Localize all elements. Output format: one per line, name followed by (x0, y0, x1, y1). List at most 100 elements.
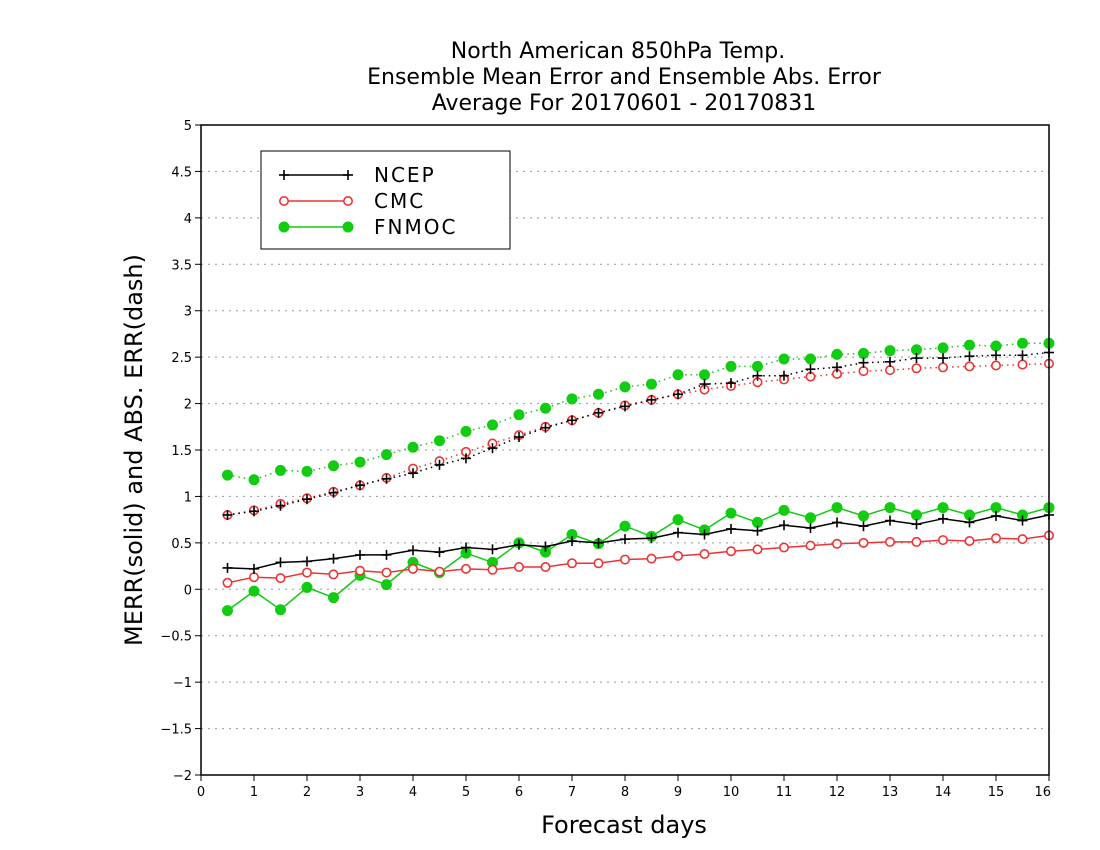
y-tick-label: −1 (173, 676, 192, 691)
series-cmc-mean-error-point (407, 563, 418, 574)
series-cmc-mean-error-point (725, 546, 736, 557)
series-ncep-abs-error-point (1017, 350, 1028, 361)
x-tick-label: 12 (829, 785, 846, 800)
series-cmc-mean-error-point (619, 554, 630, 565)
series-cmc-mean-error-point (301, 567, 312, 578)
series-ncep-mean-error-point (805, 523, 816, 533)
series-layer (222, 337, 1055, 617)
series-fnmoc-abs-error-point (275, 464, 286, 476)
series-ncep-mean-error-point (620, 534, 630, 545)
series-fnmoc-abs-error-point (407, 441, 419, 453)
series-fnmoc-mean-error-point (805, 512, 816, 524)
x-tick-label: 15 (988, 785, 1005, 800)
series-ncep-mean-error-point (249, 563, 259, 574)
series-fnmoc-abs-error-point (248, 474, 260, 486)
series-cmc-mean-error-point (805, 540, 816, 551)
series-ncep-mean-error-point (514, 539, 524, 550)
y-tick-label: 0.5 (171, 537, 192, 552)
series-ncep-mean-error-point (461, 542, 471, 553)
series-ncep-abs-error-point (302, 494, 312, 505)
series-ncep-mean-error-point (726, 523, 736, 534)
y-tick-label: −1.5 (160, 723, 192, 738)
series-ncep-mean-error-point (938, 513, 948, 524)
series-ncep-abs-error-line (227, 351, 1050, 516)
series-ncep-mean-error-point (302, 556, 312, 567)
plot-frame (200, 124, 1050, 776)
series-fnmoc-mean-error-point (725, 507, 737, 519)
series-ncep-mean-error-point (911, 519, 922, 530)
series-fnmoc-mean-error-point (275, 604, 286, 616)
series-ncep-mean-error-point (752, 525, 763, 536)
series-fnmoc-mean-error-point (831, 502, 843, 514)
series-ncep-abs-error-point (991, 350, 1001, 361)
series-fnmoc-abs-error-point (540, 402, 551, 414)
series-cmc-mean-error-point (460, 563, 471, 574)
x-axis-label: Forecast days (541, 811, 707, 839)
series-ncep-abs-error-point (673, 389, 683, 400)
y-tick-label: 3.5 (171, 258, 192, 273)
series-fnmoc-abs-error-line (227, 342, 1049, 481)
series-ncep-mean-error-point (487, 544, 498, 555)
series-ncep-mean-error-point (567, 536, 577, 546)
series-cmc-mean-error-point (434, 566, 445, 577)
series-ncep-abs-error-point (779, 370, 789, 381)
x-tick-label: 11 (776, 785, 793, 800)
series-fnmoc-abs-error-point (434, 435, 445, 447)
series-ncep-mean-error-point (408, 545, 418, 556)
series-fnmoc-abs-error-point (672, 369, 684, 381)
series-cmc-mean-error-point (937, 535, 948, 546)
y-axis-ticks: −2 −1.5 −1 −0.5 0 0.5 1 1.5 2 2.5 3 3.5 4 4.5 5 (160, 119, 201, 784)
series-cmc-mean-error-point (964, 535, 975, 546)
grid (201, 170, 1049, 730)
series-cmc-mean-error-point (381, 567, 392, 578)
x-tick-label: 6 (515, 785, 523, 800)
series-cmc-mean-error-point (222, 577, 233, 588)
series-fnmoc-mean-error-point (778, 504, 790, 516)
x-tick-label: 4 (409, 785, 417, 800)
series-cmc-mean-error-point (699, 548, 710, 559)
series-ncep-abs-error-point (964, 351, 975, 362)
series-cmc-abs-error-point (990, 360, 1001, 371)
series-fnmoc-abs-error-point (778, 353, 790, 365)
series-ncep-mean-error-point (434, 547, 445, 558)
series-cmc (222, 358, 1055, 588)
series-cmc-mean-error-point (354, 565, 365, 576)
series-fnmoc-abs-error-point (593, 388, 604, 400)
series-ncep-mean-error-point (355, 549, 365, 560)
y-tick-label: 4.5 (171, 165, 192, 180)
series-cmc-mean-error-line (227, 534, 1050, 584)
series-ncep-mean-error-point (779, 520, 789, 531)
series-fnmoc-abs-error-point (1017, 337, 1028, 349)
series-ncep-abs-error-point (222, 510, 233, 520)
legend-marker (342, 221, 354, 233)
x-tick-label: 2 (303, 785, 311, 800)
series-ncep-mean-error-point (593, 537, 604, 548)
series-fnmoc-abs-error-point (381, 449, 392, 461)
legend-marker (279, 170, 289, 180)
series-cmc-mean-error-point (328, 569, 339, 580)
series-ncep-abs-error-point (408, 468, 418, 479)
series-ncep (222, 347, 1054, 574)
series-cmc-abs-error-point (1017, 359, 1028, 370)
series-ncep-abs-error-point (487, 443, 498, 454)
series-fnmoc-mean-error-point (619, 520, 631, 532)
x-tick-label: 13 (882, 785, 899, 800)
series-ncep-mean-error-point (991, 510, 1001, 521)
x-tick-label: 16 (1034, 785, 1051, 800)
series-cmc-abs-error-point (964, 361, 975, 372)
series-fnmoc-abs-error-point (990, 340, 1002, 352)
series-fnmoc-abs-error-point (460, 425, 472, 437)
series-cmc-abs-error-point (937, 362, 948, 373)
series-cmc-abs-error-point (884, 365, 895, 376)
legend-marker (343, 170, 353, 180)
legend-label-ncep: NCEP (374, 163, 436, 187)
series-ncep-abs-error-point (540, 422, 551, 433)
x-tick-label: 3 (356, 785, 364, 800)
series-fnmoc-abs-error-point (831, 348, 843, 360)
legend-marker (342, 196, 353, 207)
series-ncep-mean-error-point (858, 521, 869, 532)
series-fnmoc-mean-error-point (858, 510, 869, 522)
series-cmc-mean-error-point (275, 573, 286, 584)
